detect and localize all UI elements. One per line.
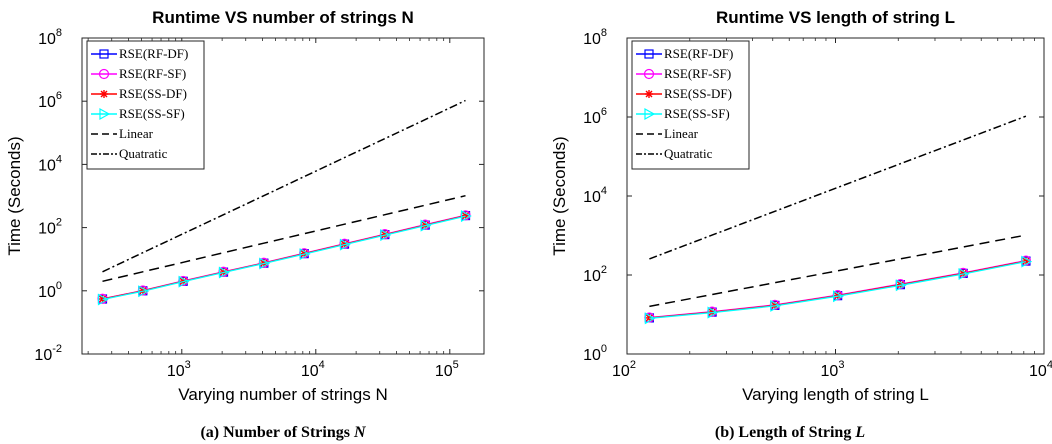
legend-item: RSE(SS-SF) xyxy=(636,106,730,121)
asterisk-stroke xyxy=(100,90,108,98)
legend-label: RSE(RF-DF) xyxy=(664,46,733,61)
y-tick-label: 102 xyxy=(38,217,62,238)
legend-label: Linear xyxy=(119,126,154,141)
data-point xyxy=(1021,255,1033,268)
asterisk-stroke xyxy=(645,314,653,322)
series-RSE(SS-SF) xyxy=(97,210,472,306)
data-point xyxy=(138,285,150,298)
legend-item: RSE(RF-DF) xyxy=(636,46,733,61)
legend-marker xyxy=(645,90,653,98)
chart-0: Runtime VS number of strings N 103 104 105 1… xyxy=(5,8,485,404)
y-tick-label: 100 xyxy=(38,280,62,301)
x-tick-label: 104 xyxy=(1029,359,1052,380)
legend-label: RSE(SS-DF) xyxy=(119,86,187,101)
series-line xyxy=(102,215,466,301)
legend-item: RSE(SS-DF) xyxy=(636,86,732,101)
y-tick-label: 10-2 xyxy=(34,343,62,364)
legend-marker xyxy=(644,107,656,121)
legend-item: Linear xyxy=(91,126,154,141)
legend-marker xyxy=(99,49,109,59)
caption-a: (a) Number of Strings N xyxy=(200,424,366,441)
y-tick-label: 100 xyxy=(583,343,607,364)
caption-b: (b) Length of String L xyxy=(715,424,865,441)
legend-marker xyxy=(100,90,108,98)
legend-item: RSE(RF-SF) xyxy=(91,66,186,81)
legend-item: RSE(RF-DF) xyxy=(91,46,188,61)
x-tick-label: 102 xyxy=(612,359,636,380)
legend-label: RSE(RF-SF) xyxy=(664,66,731,81)
data-point xyxy=(895,279,907,292)
legend-item: RSE(SS-DF) xyxy=(91,86,187,101)
y-tick-label: 106 xyxy=(583,106,607,127)
series-Quatratic xyxy=(102,99,466,273)
data-point xyxy=(299,248,311,261)
series-Linear xyxy=(102,194,466,283)
x-tick-label: 104 xyxy=(301,359,325,380)
data-point xyxy=(707,306,719,319)
legend-label: Linear xyxy=(664,126,699,141)
data-point xyxy=(958,267,970,281)
y-axis-label: Time (Seconds) xyxy=(5,136,24,255)
x-tick-label: 105 xyxy=(435,359,459,380)
data-point xyxy=(644,312,656,325)
y-tick-label: 108 xyxy=(38,27,62,48)
series-RSE(SS-SF) xyxy=(644,255,1033,325)
legend-marker xyxy=(98,68,110,80)
series-Quatratic xyxy=(649,115,1027,260)
chart-title: Runtime VS length of string L xyxy=(716,8,955,27)
chart-title: Runtime VS number of strings N xyxy=(152,8,414,27)
legend-box xyxy=(86,40,205,170)
x-axis-label: Varying length of string L xyxy=(742,385,929,404)
minor-ticks xyxy=(87,38,445,354)
legend-label: RSE(SS-SF) xyxy=(664,106,730,121)
legend: RSE(RF-DF) RSE(RF-SF) RSE(SS-DF) RSE(SS-SF)… xyxy=(631,40,750,170)
asterisk-stroke xyxy=(645,90,653,98)
legend-label: Quatratic xyxy=(119,146,168,161)
chart-1: Runtime VS length of string L 102 103 104 10… xyxy=(550,8,1052,404)
x-tick-label: 103 xyxy=(821,359,845,380)
y-tick-label: 104 xyxy=(38,153,62,174)
series-line xyxy=(649,115,1027,260)
series-line xyxy=(102,194,466,283)
data-point xyxy=(218,266,230,279)
asterisk-stroke xyxy=(462,212,470,220)
y-tick-label: 104 xyxy=(583,185,607,206)
legend-item: RSE(SS-SF) xyxy=(91,106,185,121)
x-axis-label: Varying number of strings N xyxy=(178,385,387,404)
y-axis-label: Time (Seconds) xyxy=(550,136,569,255)
legend-item: Quatratic xyxy=(636,146,713,161)
data-point xyxy=(97,293,109,306)
series-line xyxy=(102,99,466,273)
legend-label: RSE(RF-SF) xyxy=(119,66,186,81)
y-tick-label: 102 xyxy=(583,264,607,285)
legend-item: Linear xyxy=(636,126,699,141)
data-point xyxy=(460,210,472,223)
data-point xyxy=(770,299,782,312)
x-tick-label: 103 xyxy=(167,359,191,380)
legend: RSE(RF-DF) RSE(RF-SF) RSE(SS-DF) RSE(SS-SF)… xyxy=(86,40,205,170)
data-point xyxy=(339,238,351,251)
legend-box xyxy=(631,40,750,170)
y-tick-label: 108 xyxy=(583,27,607,48)
data-point xyxy=(420,219,432,232)
data-point xyxy=(380,229,392,242)
data-point xyxy=(178,275,190,288)
asterisk-stroke xyxy=(1022,257,1030,265)
series-line xyxy=(649,260,1027,319)
data-point xyxy=(259,257,271,270)
legend-label: RSE(SS-DF) xyxy=(664,86,732,101)
legend-marker xyxy=(644,49,654,59)
legend-marker xyxy=(643,68,655,80)
legend-item: Quatratic xyxy=(91,146,168,161)
data-point xyxy=(833,290,844,303)
legend-label: RSE(RF-DF) xyxy=(119,46,188,61)
y-tick-label: 106 xyxy=(38,90,62,111)
legend-label: Quatratic xyxy=(664,146,713,161)
legend-item: RSE(RF-SF) xyxy=(636,66,731,81)
legend-marker xyxy=(99,107,111,121)
legend-label: RSE(SS-SF) xyxy=(119,106,185,121)
